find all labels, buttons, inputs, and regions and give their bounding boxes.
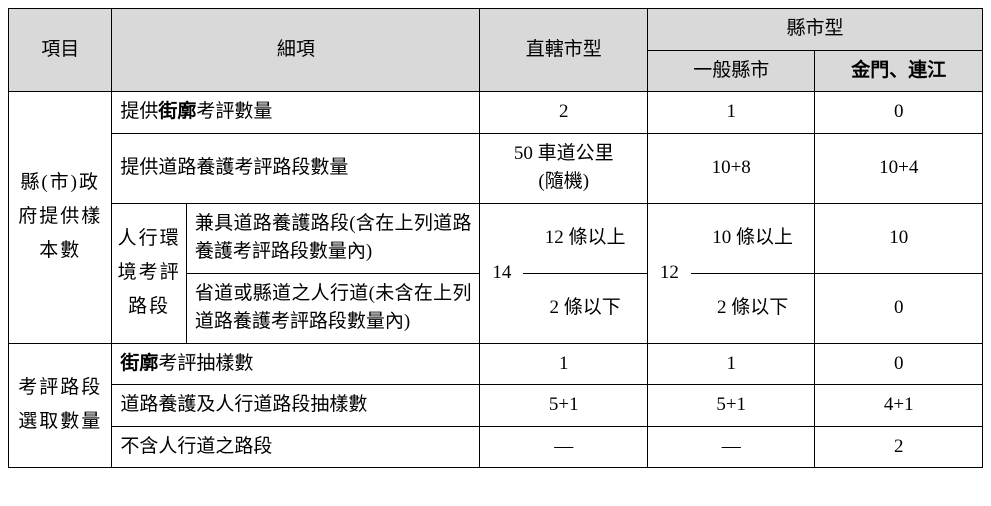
row7-c1: — — [480, 426, 648, 468]
row1-c2: 1 — [647, 92, 814, 134]
evaluation-table: 項目 細項 直轄市型 縣市型 一般縣市 金門、連江 縣(市)政府提供樣本數 提供… — [8, 8, 983, 468]
row7-c3: 2 — [815, 426, 983, 468]
row6-detail: 道路養護及人行道路段抽樣數 — [112, 385, 480, 427]
table-row: 考評路段選取數量 街廓考評抽樣數 1 1 0 — [9, 343, 983, 385]
row3-c3: 10 — [815, 203, 983, 273]
row3-c1a: 14 — [480, 203, 523, 343]
row2-c2: 10+8 — [647, 133, 814, 203]
row3-c2a: 12 — [647, 203, 690, 343]
row2-c1-l1: 50 車道公里 — [514, 143, 614, 164]
row1-emph: 街廓 — [158, 101, 196, 122]
row5-detail: 街廓考評抽樣數 — [112, 343, 480, 385]
group2-label: 考評路段選取數量 — [9, 343, 112, 468]
row5-c3: 0 — [815, 343, 983, 385]
row5-c1: 1 — [480, 343, 648, 385]
th-kinmen-lienchiang: 金門、連江 — [815, 50, 983, 92]
table-row: 提供道路養護考評路段數量 50 車道公里 (隨機) 10+8 10+4 — [9, 133, 983, 203]
row1-c1: 2 — [480, 92, 648, 134]
row3-c2b: 10 條以上 — [691, 203, 815, 273]
row1-post: 考評數量 — [196, 101, 272, 122]
row6-c3: 4+1 — [815, 385, 983, 427]
table-row: 道路養護及人行道路段抽樣數 5+1 5+1 4+1 — [9, 385, 983, 427]
header-row-1: 項目 細項 直轄市型 縣市型 — [9, 9, 983, 51]
row2-c1-l2: (隨機) — [538, 171, 589, 192]
row5-c2: 1 — [647, 343, 814, 385]
row3-c1b: 12 條以上 — [523, 203, 647, 273]
row6-c1: 5+1 — [480, 385, 648, 427]
row3-detail: 兼具道路養護路段(含在上列道路養護考評路段數量內) — [186, 203, 480, 273]
row5-post: 考評抽樣數 — [158, 353, 253, 374]
row4-detail: 省道或縣道之人行道(未含在上列道路養護考評路段數量內) — [186, 273, 480, 343]
row4-c3: 0 — [815, 273, 983, 343]
th-detail: 細項 — [112, 9, 480, 92]
table-row: 人行環境考評路段 兼具道路養護路段(含在上列道路養護考評路段數量內) 14 12… — [9, 203, 983, 273]
table-row: 不含人行道之路段 — — 2 — [9, 426, 983, 468]
row7-c2: — — [647, 426, 814, 468]
row7-detail: 不含人行道之路段 — [112, 426, 480, 468]
row4-c2b: 2 條以下 — [691, 273, 815, 343]
row1-detail: 提供街廓考評數量 — [112, 92, 480, 134]
row2-detail: 提供道路養護考評路段數量 — [112, 133, 480, 203]
th-municipal: 直轄市型 — [480, 9, 648, 92]
th-general-county: 一般縣市 — [647, 50, 814, 92]
row5-emph: 街廓 — [120, 353, 158, 374]
group1-sub-label: 人行環境考評路段 — [112, 203, 186, 343]
row1-c3: 0 — [815, 92, 983, 134]
group1-label: 縣(市)政府提供樣本數 — [9, 92, 112, 344]
row2-c1: 50 車道公里 (隨機) — [480, 133, 648, 203]
th-item: 項目 — [9, 9, 112, 92]
row6-c2: 5+1 — [647, 385, 814, 427]
th-county: 縣市型 — [647, 9, 982, 51]
row4-c1b: 2 條以下 — [523, 273, 647, 343]
row1-pre: 提供 — [120, 101, 158, 122]
table-row: 縣(市)政府提供樣本數 提供街廓考評數量 2 1 0 — [9, 92, 983, 134]
row2-c3: 10+4 — [815, 133, 983, 203]
